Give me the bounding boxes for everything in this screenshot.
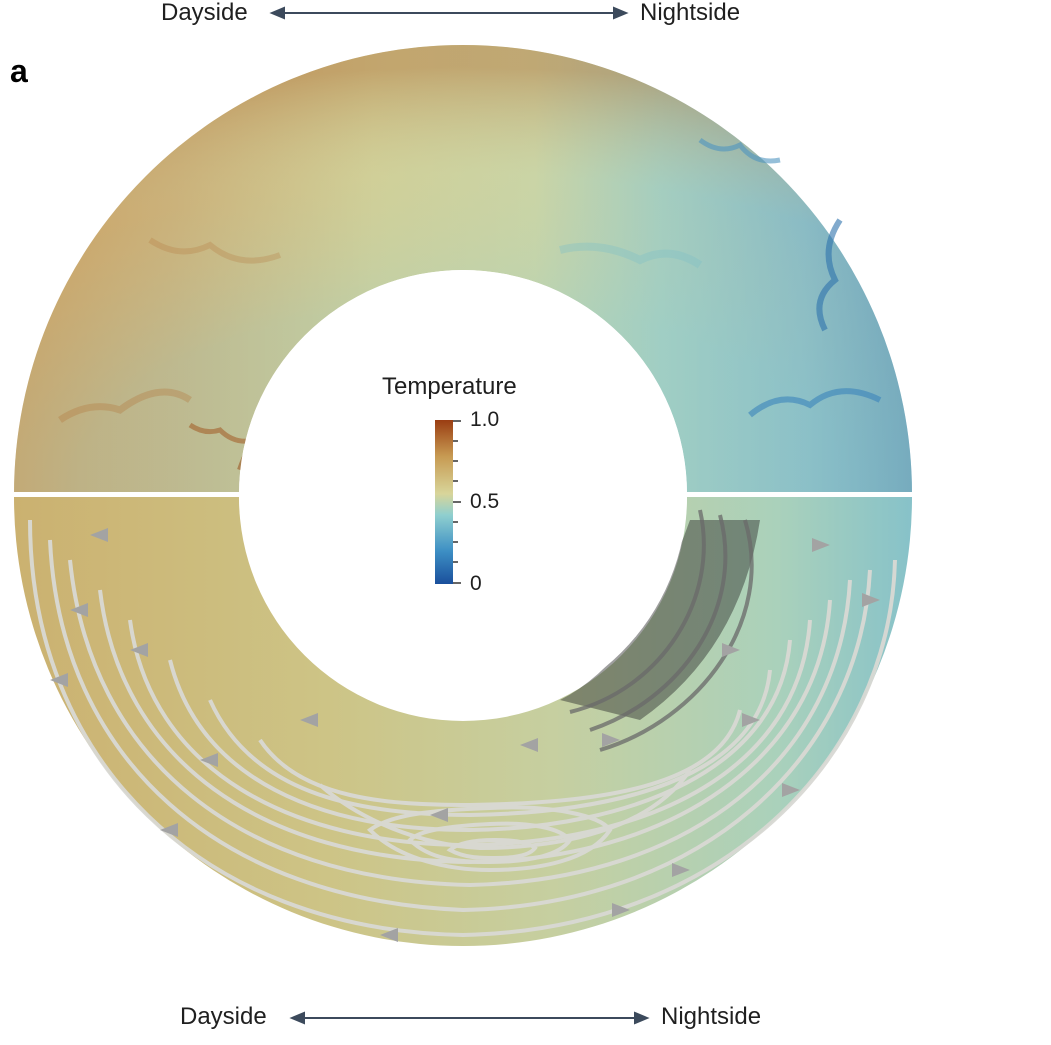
colorbar: [435, 420, 453, 584]
streamlines: [28, 519, 897, 938]
streamline-arrows: [50, 528, 880, 942]
colorbar-title: Temperature: [382, 373, 517, 400]
bottom-axis-arrow: [289, 1011, 650, 1025]
colorbar-tick-min: 0: [470, 572, 482, 595]
colorbar-tick-mid: 0.5: [470, 490, 500, 513]
inner-core: [239, 270, 687, 718]
top-half-shading: [14, 45, 912, 494]
colorbar-ticks: [453, 420, 461, 584]
panel-letter: a: [10, 53, 28, 89]
bottom-dayside-label: Dayside: [180, 1003, 267, 1030]
top-dayside-label: Dayside: [161, 0, 248, 26]
bottom-nightside-label: Nightside: [661, 1003, 762, 1030]
top-nightside-label: Nightside: [640, 0, 741, 26]
top-axis-arrow: [269, 6, 629, 20]
bottom-half-dark-shade: [560, 520, 760, 720]
nightside-plumes: [559, 137, 882, 418]
colorbar-tick-max: 1.0: [470, 408, 500, 431]
dark-streamlines: [569, 509, 754, 752]
